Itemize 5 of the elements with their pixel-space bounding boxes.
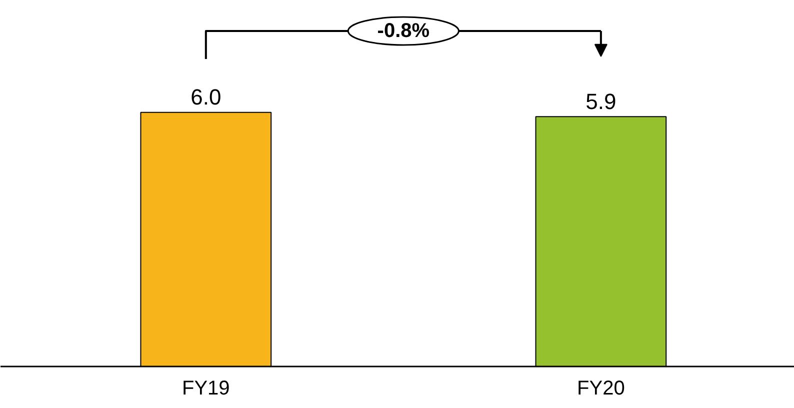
x-tick-label: FY20 [577, 378, 625, 400]
x-tick-label: FY19 [182, 378, 230, 400]
data-label: 5.9 [586, 88, 616, 114]
text: -0.8% [377, 20, 430, 42]
data-label: 6.0 [190, 84, 222, 110]
